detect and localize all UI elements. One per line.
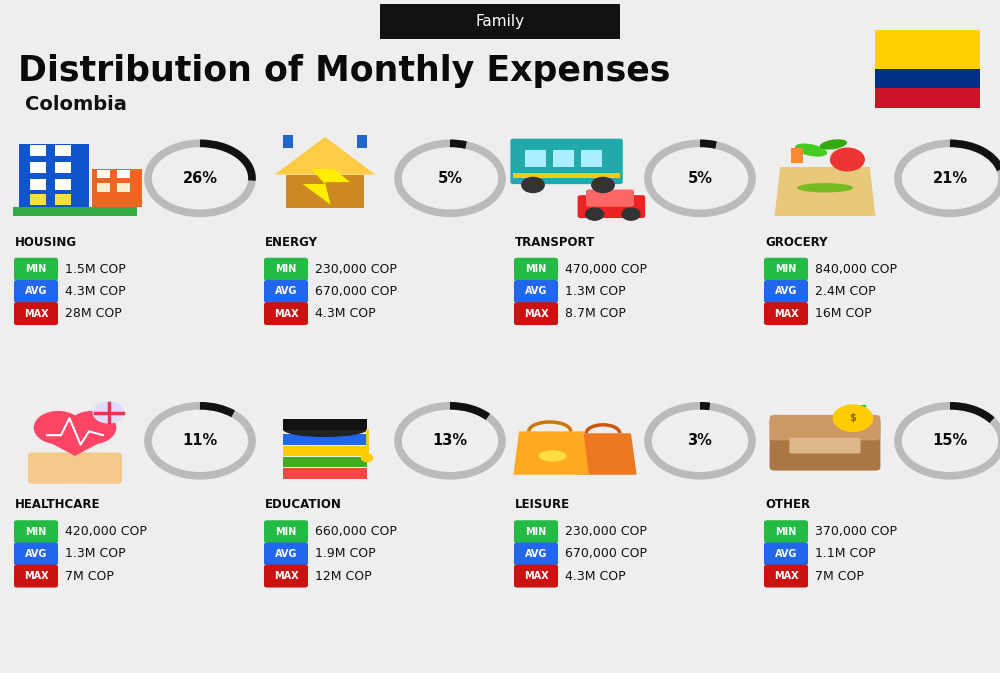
FancyBboxPatch shape [875,30,980,69]
Text: 1.3M COP: 1.3M COP [65,547,126,561]
FancyBboxPatch shape [117,170,130,178]
FancyBboxPatch shape [28,452,122,484]
Circle shape [34,412,82,444]
Text: 5%: 5% [438,171,462,186]
FancyBboxPatch shape [264,542,308,565]
Text: 1.3M COP: 1.3M COP [565,285,626,298]
Circle shape [833,405,873,431]
FancyBboxPatch shape [55,179,71,190]
FancyBboxPatch shape [14,542,58,565]
FancyBboxPatch shape [764,542,808,565]
Text: 5%: 5% [688,171,712,186]
FancyBboxPatch shape [514,258,558,281]
Text: EDUCATION: EDUCATION [265,498,342,511]
FancyBboxPatch shape [55,194,71,205]
FancyBboxPatch shape [14,280,58,303]
Text: 660,000 COP: 660,000 COP [315,525,397,538]
FancyBboxPatch shape [286,174,364,209]
Text: MAX: MAX [774,309,798,318]
Text: MAX: MAX [24,571,48,581]
Text: AVG: AVG [775,549,797,559]
FancyBboxPatch shape [553,150,574,167]
Polygon shape [36,435,114,456]
Polygon shape [400,0,1000,673]
Text: 840,000 COP: 840,000 COP [815,262,897,276]
Text: 4.3M COP: 4.3M COP [65,285,126,298]
FancyBboxPatch shape [514,302,558,325]
FancyBboxPatch shape [283,446,367,456]
Circle shape [586,208,604,220]
Polygon shape [880,0,1000,673]
Text: 4.3M COP: 4.3M COP [315,307,376,320]
Circle shape [831,148,864,171]
Text: MIN: MIN [775,264,797,274]
FancyBboxPatch shape [514,520,558,543]
Text: LEISURE: LEISURE [515,498,570,511]
Text: 2.4M COP: 2.4M COP [815,285,876,298]
FancyBboxPatch shape [97,183,110,192]
FancyBboxPatch shape [525,150,546,167]
FancyBboxPatch shape [55,162,71,173]
FancyBboxPatch shape [514,280,558,303]
FancyBboxPatch shape [789,437,861,454]
FancyBboxPatch shape [510,139,623,184]
FancyBboxPatch shape [380,4,620,39]
Text: AVG: AVG [275,549,297,559]
FancyBboxPatch shape [514,542,558,565]
FancyBboxPatch shape [764,280,808,303]
FancyBboxPatch shape [764,520,808,543]
FancyBboxPatch shape [764,258,808,281]
Text: ENERGY: ENERGY [265,236,318,249]
Text: MIN: MIN [25,264,47,274]
Circle shape [93,402,124,423]
FancyBboxPatch shape [875,88,980,108]
FancyBboxPatch shape [97,170,110,178]
FancyBboxPatch shape [19,145,89,207]
FancyBboxPatch shape [55,145,71,155]
Circle shape [592,178,614,192]
Text: AVG: AVG [275,287,297,296]
FancyBboxPatch shape [764,302,808,325]
FancyBboxPatch shape [264,258,308,281]
FancyBboxPatch shape [578,195,645,218]
FancyBboxPatch shape [264,302,308,325]
Text: Family: Family [475,14,525,29]
FancyBboxPatch shape [30,162,46,173]
Text: GROCERY: GROCERY [765,236,827,249]
Ellipse shape [539,450,567,462]
Text: MAX: MAX [274,309,298,318]
FancyBboxPatch shape [14,565,58,588]
Text: 670,000 COP: 670,000 COP [565,547,647,561]
FancyBboxPatch shape [264,565,308,588]
Text: AVG: AVG [775,287,797,296]
Polygon shape [303,169,350,205]
Ellipse shape [797,183,853,192]
Text: Distribution of Monthly Expenses: Distribution of Monthly Expenses [18,54,670,87]
Ellipse shape [795,143,827,157]
Text: 12M COP: 12M COP [315,569,372,583]
Text: 1.1M COP: 1.1M COP [815,547,876,561]
Text: 26%: 26% [182,171,218,186]
Text: HOUSING: HOUSING [15,236,77,249]
Text: MIN: MIN [775,527,797,536]
Text: MIN: MIN [275,527,297,536]
Text: MAX: MAX [524,309,548,318]
Text: 230,000 COP: 230,000 COP [315,262,397,276]
Text: 1.5M COP: 1.5M COP [65,262,126,276]
Circle shape [522,178,544,192]
Text: 470,000 COP: 470,000 COP [565,262,647,276]
FancyBboxPatch shape [13,207,137,216]
Text: 370,000 COP: 370,000 COP [815,525,897,538]
FancyBboxPatch shape [357,135,367,148]
Text: 7M COP: 7M COP [65,569,114,583]
FancyBboxPatch shape [264,280,308,303]
FancyBboxPatch shape [30,179,46,190]
FancyBboxPatch shape [764,565,808,588]
Text: MIN: MIN [275,264,297,274]
Polygon shape [80,0,1000,673]
